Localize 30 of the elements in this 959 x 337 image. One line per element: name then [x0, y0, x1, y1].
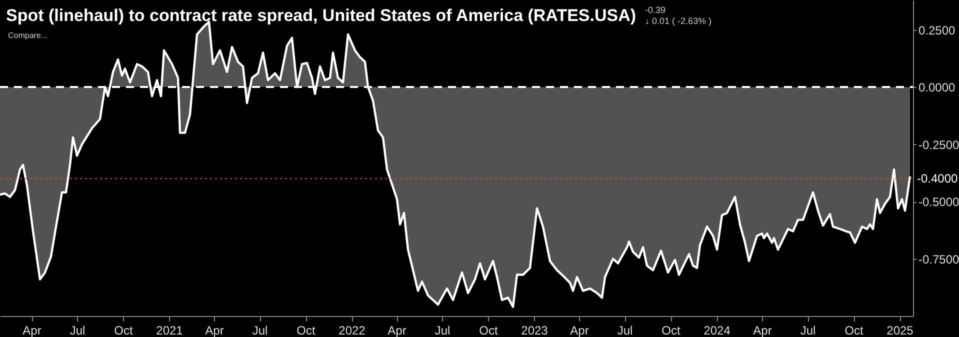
- x-tick-label: Oct: [662, 324, 681, 337]
- annotation: -0.39: [645, 5, 666, 15]
- y-tick-label: 0.0000: [918, 80, 956, 95]
- x-tick-label: Oct: [844, 324, 864, 337]
- annotation: ↓ 0.01 ( -2.63% ): [645, 16, 712, 26]
- annotation: Compare...: [8, 31, 48, 40]
- x-tick-label: 2022: [338, 324, 366, 337]
- x-tick-label: Jul: [252, 324, 268, 337]
- x-tick-label: Apr: [205, 324, 224, 337]
- x-tick-label: Apr: [570, 324, 589, 337]
- x-tick-label: Jul: [800, 324, 816, 337]
- x-tick-label: 2025: [886, 324, 914, 337]
- x-tick-label: Jul: [617, 324, 633, 337]
- x-tick-label: Apr: [753, 324, 772, 337]
- x-tick-label: Jul: [70, 324, 86, 337]
- x-tick-label: 2023: [521, 324, 548, 337]
- y-tick-label: 0.2500: [918, 23, 956, 38]
- x-tick-label: Apr: [388, 324, 406, 337]
- x-tick-label: Jul: [434, 324, 450, 337]
- x-tick-label: 2024: [704, 324, 731, 337]
- x-tick-label: Oct: [296, 324, 316, 337]
- ref-line-label: -0.4000: [917, 172, 958, 186]
- x-tick-label: Oct: [114, 324, 134, 337]
- x-tick-label: 2021: [156, 324, 184, 337]
- y-tick-label: -0.7500: [918, 252, 959, 266]
- y-tick-label: -0.5000: [918, 195, 959, 210]
- x-tick-label: Oct: [479, 324, 498, 337]
- chart-title: Spot (linehaul) to contract rate spread, United States of America (RATES.USA): [6, 6, 636, 25]
- y-tick-label: -0.2500: [918, 138, 959, 152]
- x-tick-label: Apr: [22, 324, 42, 337]
